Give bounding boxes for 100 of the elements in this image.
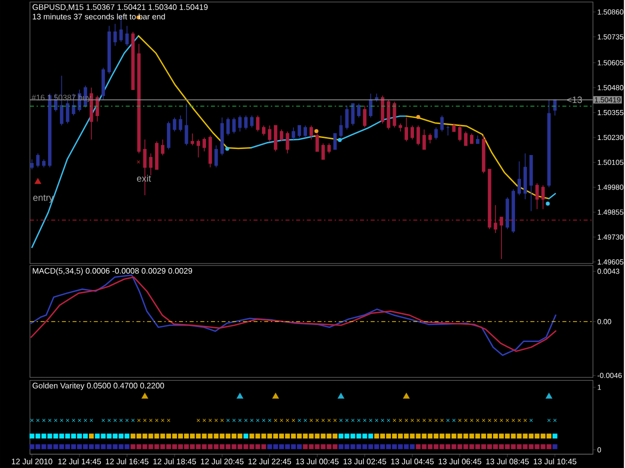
point xyxy=(155,418,158,422)
point xyxy=(338,392,344,399)
point xyxy=(118,434,124,438)
candlestick xyxy=(292,127,296,140)
point xyxy=(410,444,415,450)
point xyxy=(506,418,510,422)
point xyxy=(338,138,342,142)
point xyxy=(53,434,58,438)
candlestick xyxy=(172,117,176,132)
point xyxy=(344,444,350,450)
point xyxy=(261,444,266,450)
candlestick xyxy=(476,134,480,144)
point xyxy=(286,418,290,422)
point xyxy=(457,444,462,450)
point xyxy=(458,418,462,422)
point xyxy=(464,418,468,422)
point xyxy=(47,434,52,438)
point xyxy=(119,418,123,422)
candlestick xyxy=(30,158,34,170)
point xyxy=(137,418,141,422)
candlestick xyxy=(518,160,521,196)
point xyxy=(102,418,105,422)
point xyxy=(78,418,82,422)
candlestick xyxy=(500,216,504,260)
point xyxy=(88,444,94,450)
point xyxy=(344,434,350,438)
point xyxy=(416,418,420,422)
candlestick xyxy=(160,138,164,156)
point xyxy=(416,444,421,450)
point xyxy=(416,114,420,119)
point xyxy=(202,418,206,422)
candlestick xyxy=(339,115,343,138)
point xyxy=(166,418,170,422)
candlestick xyxy=(268,125,272,142)
point xyxy=(440,444,444,450)
point xyxy=(494,418,498,422)
point xyxy=(90,418,94,422)
point xyxy=(446,444,450,450)
candlestick xyxy=(529,154,533,212)
point xyxy=(326,444,332,450)
candlestick xyxy=(357,103,361,118)
candlestick xyxy=(410,125,414,140)
point xyxy=(112,444,118,450)
point xyxy=(273,444,278,450)
point xyxy=(166,444,172,450)
point xyxy=(72,418,76,422)
candlestick xyxy=(345,105,349,130)
point xyxy=(339,418,343,422)
candlestick xyxy=(368,93,372,118)
point xyxy=(84,418,88,422)
candlestick xyxy=(256,115,260,132)
point xyxy=(333,418,337,422)
candlestick xyxy=(446,125,450,136)
point xyxy=(238,418,242,422)
point xyxy=(488,418,492,422)
candlestick xyxy=(434,127,438,140)
point xyxy=(112,434,118,438)
candlestick xyxy=(125,25,129,46)
point xyxy=(428,418,432,422)
point xyxy=(30,444,34,450)
point xyxy=(292,418,296,422)
point xyxy=(71,444,76,450)
candlestick xyxy=(374,93,378,102)
point xyxy=(422,444,427,450)
point xyxy=(124,444,130,450)
candlestick xyxy=(102,67,105,100)
point xyxy=(403,392,410,399)
point xyxy=(131,418,135,422)
point xyxy=(499,444,504,450)
point xyxy=(350,444,356,450)
point xyxy=(267,444,272,450)
point xyxy=(529,418,533,422)
point xyxy=(398,418,402,422)
point xyxy=(386,444,391,450)
point xyxy=(238,444,242,450)
point xyxy=(338,434,344,438)
point xyxy=(255,444,260,450)
point xyxy=(510,444,516,450)
point xyxy=(60,418,64,422)
point xyxy=(451,444,456,450)
candlestick xyxy=(36,152,40,168)
point xyxy=(48,418,52,422)
candlestick xyxy=(488,168,492,230)
point xyxy=(225,146,230,151)
point xyxy=(504,444,510,450)
point xyxy=(71,434,76,438)
point xyxy=(161,418,164,422)
candlestick xyxy=(553,98,557,116)
point xyxy=(142,392,148,399)
candlestick xyxy=(506,196,510,230)
point xyxy=(272,392,279,399)
point xyxy=(434,444,438,450)
point xyxy=(236,392,244,399)
point xyxy=(208,444,213,450)
point xyxy=(83,444,88,450)
point xyxy=(380,444,385,450)
candlestick xyxy=(416,125,420,146)
point xyxy=(446,418,450,422)
point xyxy=(452,418,456,422)
candlestick xyxy=(398,123,402,132)
